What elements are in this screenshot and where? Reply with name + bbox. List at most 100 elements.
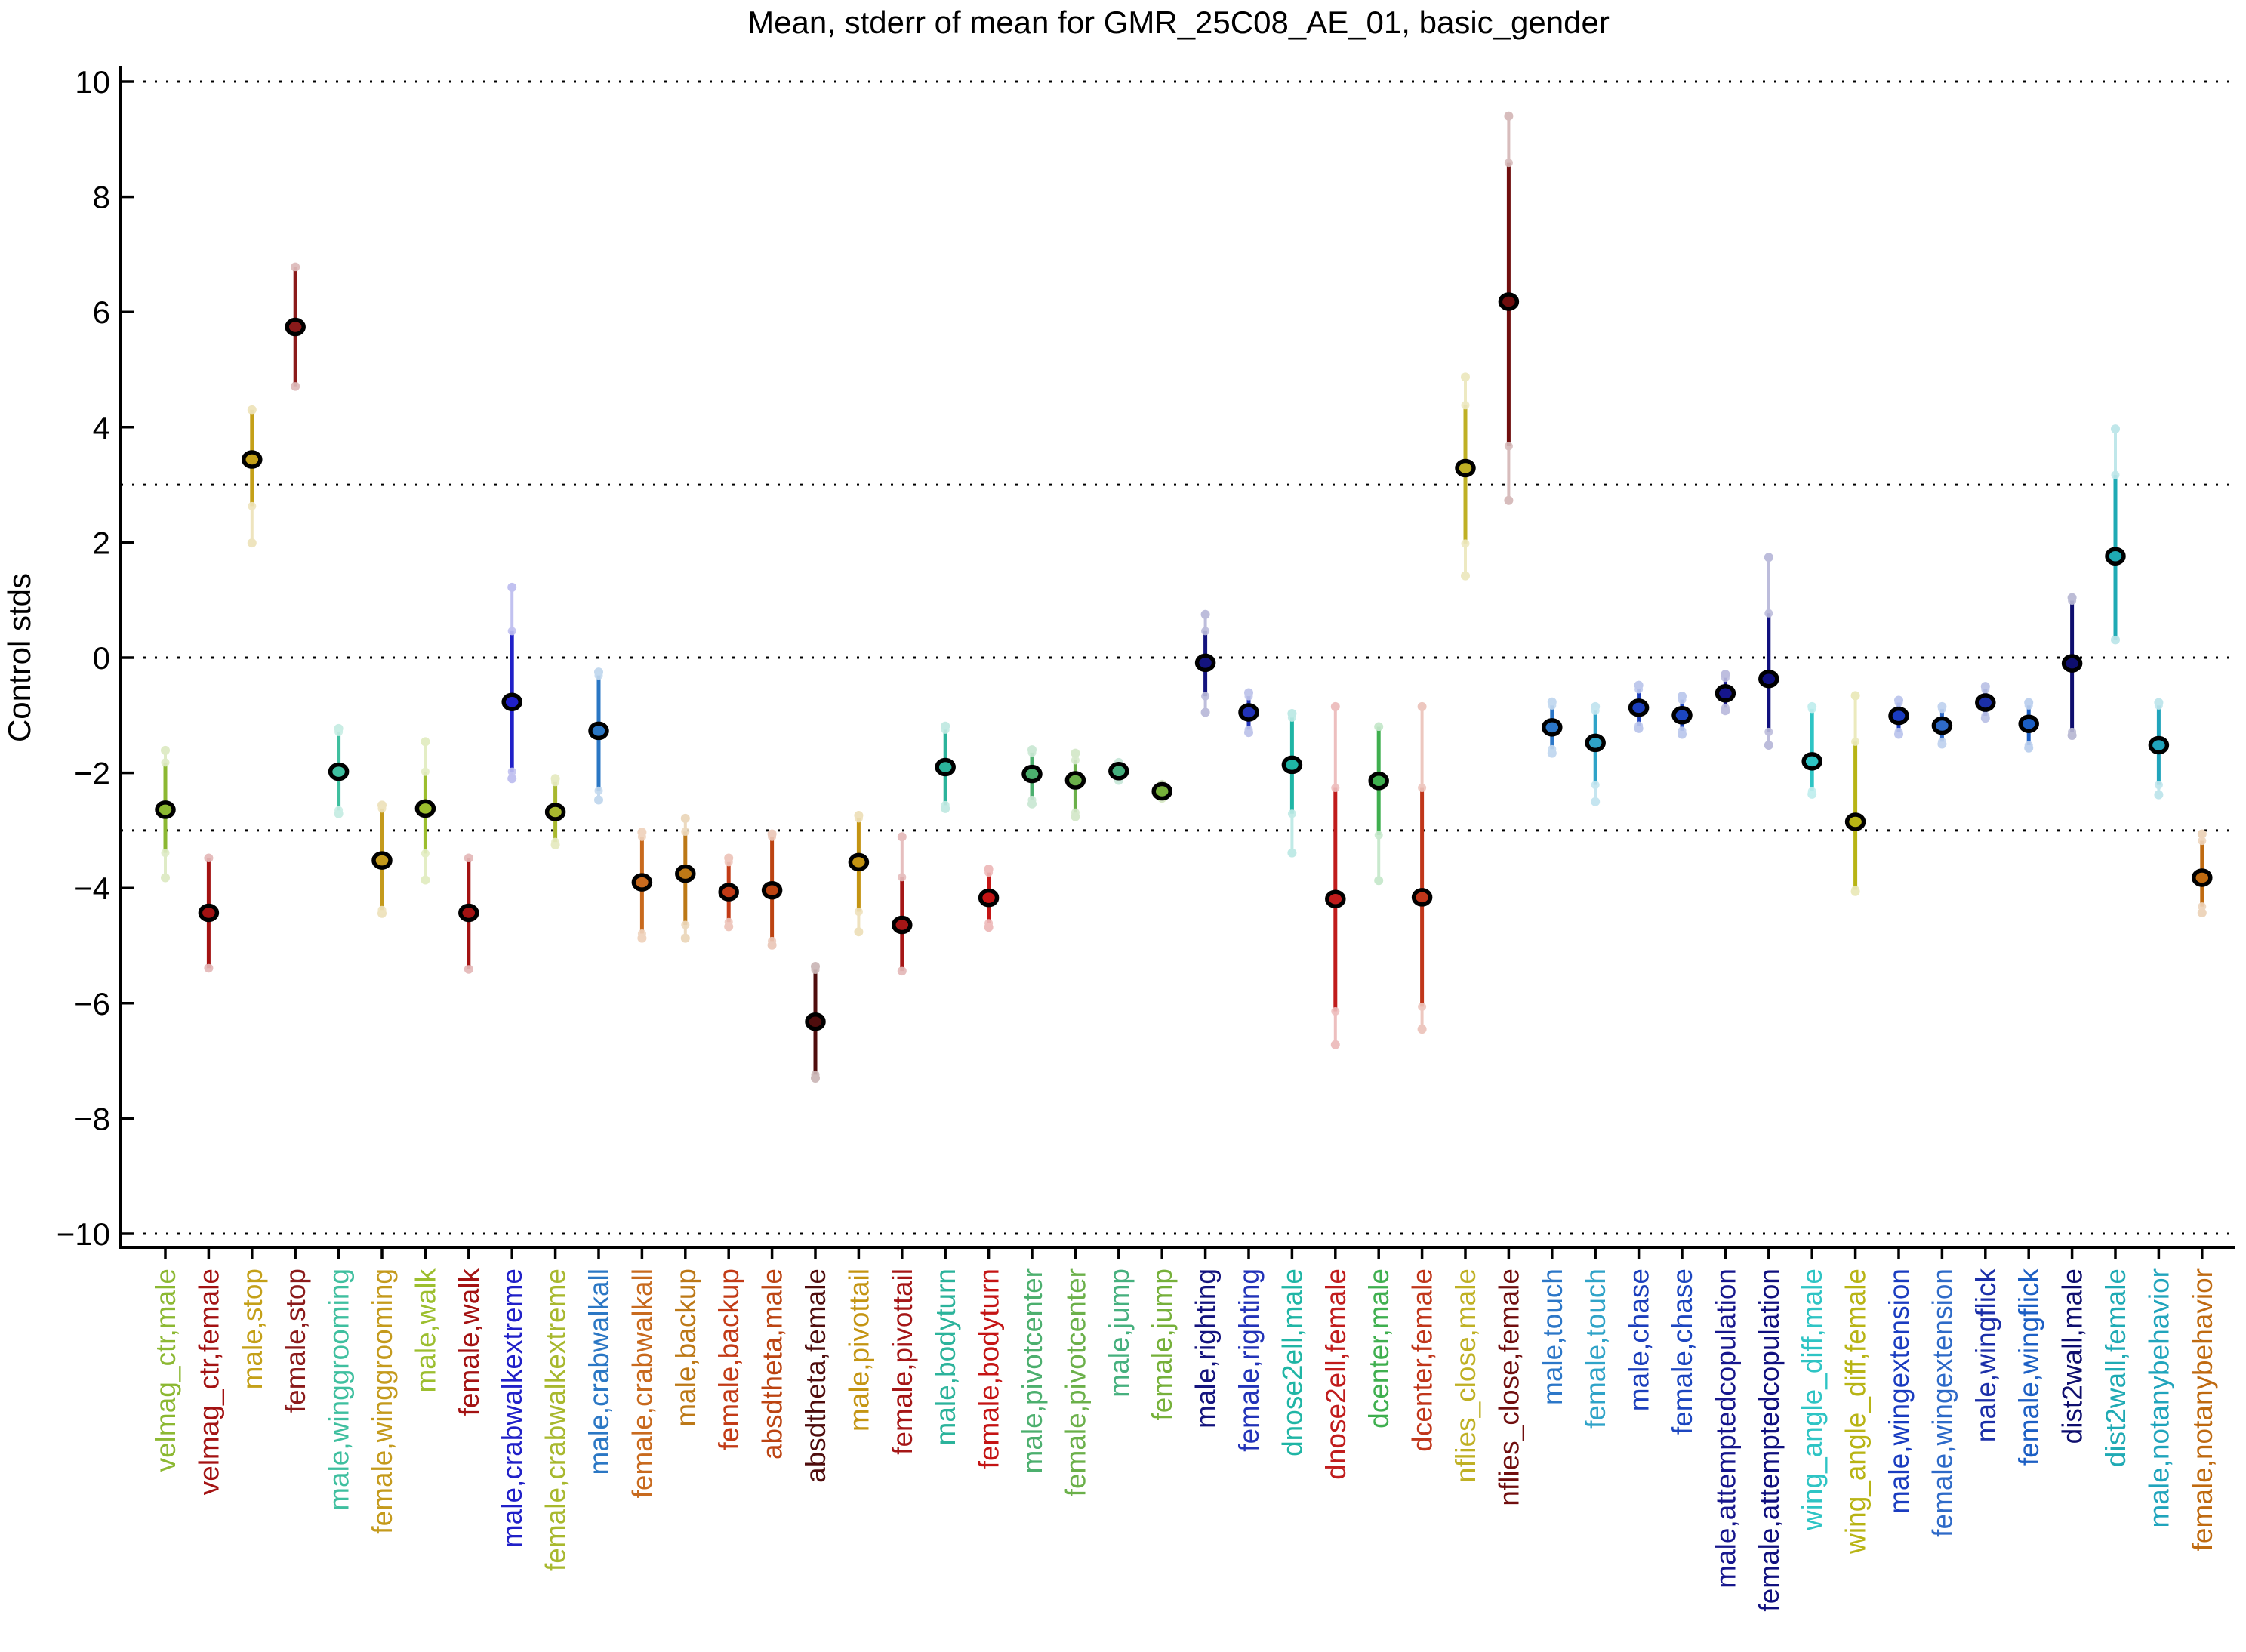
y-tick-label: −4 [74,871,110,906]
mean-marker [1151,781,1172,801]
control-dot [1548,744,1557,754]
data-point: dcenter,male [1363,722,1394,1429]
control-dot [1244,692,1253,701]
data-point: absdtheta,female [800,961,831,1483]
mean-marker [1368,772,1389,791]
control-dot [248,405,257,415]
control-dot [377,905,387,914]
data-point: wing_angle_diff,male [1797,701,1828,1531]
data-point: male,righting [1191,609,1222,1429]
error-bar-outer-cap [594,795,603,805]
mean-marker [2148,735,2170,755]
error-bar-outer-cap [1287,848,1297,858]
mean-marker [155,800,176,819]
category-label: nflies_close,male [1450,1268,1481,1483]
category-label: dnose2ell,female [1320,1268,1351,1480]
y-tick-label: −2 [74,756,110,791]
control-dot [1678,726,1687,735]
category-label: dcenter,female [1407,1268,1438,1452]
control-dot [551,837,560,846]
category-label: female,notanybehavior [2187,1268,2218,1551]
control-dot [2198,902,2207,911]
data-point: velmag_ctr,female [193,853,224,1495]
control-dot [941,725,950,734]
control-dot [2111,470,2120,479]
error-bar-outer-cap [507,774,517,784]
y-tick-label: 10 [75,64,110,100]
mean-marker [2192,868,2213,887]
error-bar-outer-cap [1417,1025,1427,1034]
control-dot [2068,596,2077,605]
data-point: male,attemptedcopulation [1710,670,1741,1589]
y-axis-label: Control stds [2,573,37,742]
mean-marker [414,799,436,818]
control-dot [1461,539,1470,548]
category-label: male,righting [1191,1268,1222,1429]
control-dot [1591,781,1600,790]
category-label: female,winggrooming [367,1268,398,1534]
control-dot [1721,703,1730,712]
mean-marker [848,852,870,872]
data-point: female,wingflick [2013,698,2044,1466]
category-label: female,attemptedcopulation [1754,1268,1785,1612]
category-label: male,walk [410,1268,441,1393]
error-bar-outer-cap [2197,908,2207,918]
category-label: male,bodyturn [930,1268,961,1445]
control-dot [464,854,473,863]
mean-marker [242,450,263,469]
control-dot [1374,723,1383,732]
category-label: male,crabwalkall [584,1268,615,1475]
control-dot [1071,756,1080,765]
mean-marker [2018,714,2039,733]
error-bar-outer-cap [1461,372,1470,382]
control-dot [1331,1006,1340,1016]
category-label: female,pivottail [887,1268,918,1455]
mean-marker [501,692,522,712]
mean-marker [1021,764,1043,784]
control-dot [334,806,344,815]
data-point: male,backup [670,813,701,1427]
control-dot [1634,721,1644,730]
category-label: dist2wall,female [2100,1268,2131,1467]
control-dot [637,929,646,938]
control-dot [507,767,516,776]
mean-marker [285,317,306,337]
data-point: male,wingflick [1970,682,2001,1442]
category-label: male,pivottail [843,1268,874,1432]
category-label: female,crabwalkextreme [541,1268,572,1571]
error-bar-outer-cap [1764,740,1773,750]
control-dot [291,382,300,391]
mean-marker [718,883,739,902]
control-dot [1548,701,1557,710]
mean-marker [1498,292,1520,311]
category-label: nflies_close,female [1493,1268,1524,1506]
mean-marker [1281,755,1303,775]
control-dot [594,671,603,680]
control-dot [811,966,820,975]
category-label: male,wingflick [1970,1268,2001,1443]
data-point: dcenter,female [1407,701,1438,1452]
data-point: female,notanybehavior [2187,829,2218,1551]
category-label: male,winggrooming [324,1268,355,1511]
category-label: wing_angle_diff,male [1797,1268,1828,1531]
error-bar-outer-cap [247,538,257,548]
control-dot [1721,673,1730,683]
error-bar-outer-cap [1200,609,1210,619]
error-bar-outer-cap [1764,553,1773,562]
control-dot [1807,787,1816,796]
mean-marker [2105,547,2126,566]
data-point: nflies_close,male [1450,372,1481,1483]
category-label: male,crabwalkextreme [497,1268,528,1548]
control-dot [1894,727,1903,736]
error-bar-outer-cap [1071,748,1080,758]
mean-marker [371,851,393,870]
category-label: dcenter,male [1363,1268,1394,1429]
data-point: male,crabwalkextreme [497,582,528,1548]
data-point: female,bodyturn [974,865,1005,1469]
y-tick-label: 4 [93,410,110,445]
data-point: female,backup [713,853,744,1450]
error-bar-outer-cap [2111,424,2120,434]
error-bar-outer-cap [1504,495,1514,505]
category-label: male,chase [1624,1268,1655,1411]
category-label: velmag_ctr,male [150,1268,181,1472]
